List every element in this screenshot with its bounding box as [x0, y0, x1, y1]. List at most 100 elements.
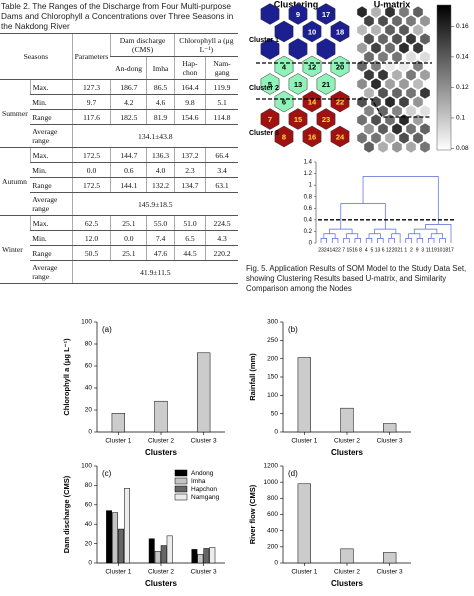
som-node: [302, 125, 322, 148]
y-tick-label: 80: [85, 482, 93, 489]
umatrix-cell: [420, 33, 430, 45]
umatrix-cell: [371, 24, 381, 36]
bar: [191, 549, 198, 564]
y-axis-label: Rainfall (mm): [248, 353, 257, 401]
som-node: [274, 20, 294, 43]
panel-title: U-matrix: [374, 0, 411, 9]
value-cell: 4.2: [110, 94, 147, 110]
som-node: [288, 38, 308, 60]
som-node: [288, 108, 308, 130]
value-cell: 25.1: [110, 245, 147, 261]
dendrogram-link: [346, 233, 359, 239]
value-cell: 4.6: [146, 94, 175, 110]
table-row: Range 117.6 182.5 81.9 154.6 114.8: [0, 109, 238, 125]
y-axis-label: Dam discharge (CMS): [62, 475, 71, 553]
dendrogram-tick-label: 0.4: [304, 217, 313, 223]
leaf-label: 20: [392, 247, 398, 253]
umatrix-cell: [420, 15, 430, 27]
umatrix-cell: [371, 6, 381, 18]
x-tick-label: Cluster 3: [377, 569, 403, 576]
row-label: Average range: [30, 260, 73, 284]
header-cell: Hap-chon: [173, 56, 206, 80]
som-node: [302, 20, 322, 43]
dendrogram-link: [329, 228, 353, 234]
node-label: 22: [336, 97, 344, 106]
value-cell: 134.1±43.8: [71, 124, 238, 148]
y-tick-label: 100: [81, 463, 92, 470]
value-cell: 117.6: [71, 109, 111, 125]
node-label: 5: [268, 80, 272, 89]
leaf-label: 11: [426, 247, 431, 253]
umatrix-cell: [357, 132, 367, 144]
header-row: An-dong Imha Hap-chon Nam-gang: [0, 56, 238, 80]
season-cell: Summer: [0, 79, 31, 148]
dendrogram-tick-label: 1.2: [304, 171, 313, 177]
legend-swatch: [174, 477, 188, 485]
value-cell: 9.7: [71, 94, 111, 110]
umatrix-cell: [385, 132, 395, 144]
dendrogram-link: [354, 238, 361, 243]
value-cell: 186.7: [110, 79, 147, 95]
caption-line: showing Clustering Results based U-matri…: [246, 274, 447, 283]
node-label: 8: [282, 132, 286, 141]
som-node: [330, 125, 350, 148]
umatrix-cell: [399, 78, 409, 90]
som-node: [274, 55, 294, 78]
y-tick-label: 200: [267, 544, 278, 551]
legend-swatch: [174, 493, 188, 501]
bar: [383, 552, 397, 564]
umatrix-cell: [364, 87, 374, 99]
umatrix-cell: [392, 33, 402, 45]
node-label: 14: [308, 97, 317, 106]
row-label: Range: [30, 177, 73, 193]
umatrix-cell: [399, 96, 409, 108]
value-cell: 172.5: [71, 147, 111, 163]
y-tick-label: 400: [267, 527, 278, 534]
cluster-boundary: [256, 98, 430, 118]
table-row: Average range 41.9±11.5: [0, 260, 238, 284]
cluster-label: Cluster 1: [249, 37, 279, 44]
leaf-label: 19: [431, 247, 437, 253]
umatrix-cell: [413, 132, 423, 144]
umatrix-cell: [399, 132, 409, 144]
leaf-label: 17: [448, 247, 454, 253]
row-label: Range: [30, 245, 73, 261]
colorbar-tick-label: 0.12: [456, 84, 469, 91]
value-cell: 114.8: [205, 109, 238, 125]
umatrix-cell: [413, 42, 423, 54]
y-tick-label: 40: [85, 521, 93, 528]
panel-label: (b): [288, 325, 298, 334]
umatrix-cell: [399, 60, 409, 72]
legend-swatch: [174, 469, 188, 477]
node-label: 24: [336, 132, 345, 141]
dendrogram-link: [425, 224, 452, 239]
umatrix-cell: [406, 105, 416, 117]
umatrix-cell: [357, 114, 367, 126]
x-tick-label: Cluster 1: [291, 569, 317, 576]
umatrix-cell: [420, 51, 430, 63]
legend-swatch: [174, 485, 188, 493]
umatrix-cell: [392, 141, 402, 153]
x-tick-label: Cluster 3: [191, 438, 217, 445]
x-axis-label: Clusters: [145, 448, 178, 457]
som-node: [260, 73, 280, 95]
umatrix-cell: [364, 123, 374, 135]
umatrix-cell: [392, 123, 402, 135]
row-label: Min.: [30, 162, 73, 178]
node-label: 6: [282, 97, 286, 106]
node-label: 15: [294, 115, 302, 124]
row-label: Range: [30, 109, 73, 125]
som-node: [260, 108, 280, 130]
umatrix-cell: [371, 96, 381, 108]
leaf-label: 10: [437, 247, 443, 253]
dendrogram-link: [377, 238, 384, 243]
value-cell: 3.4: [205, 162, 238, 178]
dendrogram-link: [368, 233, 381, 239]
leaf-label: 13: [375, 247, 381, 253]
value-cell: 132.2: [146, 177, 175, 193]
row-label: Max.: [29, 215, 73, 231]
y-tick-label: 20: [85, 407, 93, 414]
dendrogram-link: [408, 233, 421, 239]
dendrogram-link: [388, 238, 395, 243]
table-title: Table 2. The Ranges of the Discharge fro…: [1, 1, 234, 31]
